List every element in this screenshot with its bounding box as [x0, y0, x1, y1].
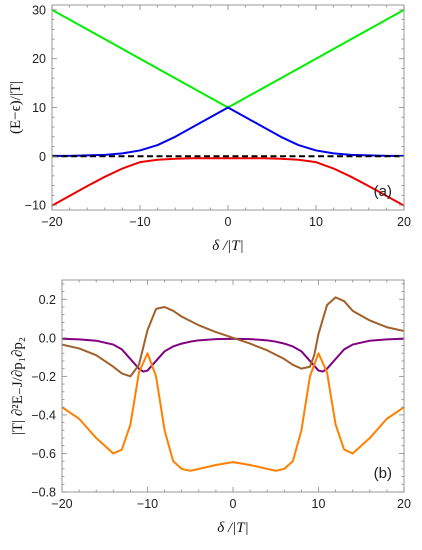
panel-label: (b): [374, 465, 392, 482]
x-tick-label: 10: [309, 215, 323, 229]
y-tick-label: 10: [32, 101, 46, 115]
panel-label: (a): [374, 183, 392, 200]
x-tick-label: 10: [312, 497, 326, 511]
y-tick-label: 0: [39, 150, 46, 164]
series-line-3: [52, 157, 404, 207]
series-line-2: [62, 352, 404, 472]
x-tick-label: 20: [397, 497, 411, 511]
x-tick-label: −10: [129, 215, 150, 229]
y-tick-label: −0.2: [31, 370, 56, 384]
y-tick-label: 0.2: [39, 293, 56, 307]
y-tick-label: 0.0: [39, 331, 56, 345]
x-axis-title: δ /|T|: [217, 520, 248, 536]
panel-a: −20 −10 0 10 20 −10 0 10 20 30 δ /|T| (E−ϵ)/|T| (a): [8, 3, 411, 254]
y-axis-title: |T| ∂²E₋J/∂p₁∂p₂: [10, 337, 26, 435]
series-line-1: [52, 9, 404, 109]
x-tick-label: 0: [225, 215, 232, 229]
x-tick-label: −10: [137, 497, 158, 511]
y-tick-label: −0.8: [31, 486, 56, 500]
y-axis-title: (E−ϵ)/|T|: [8, 81, 24, 134]
x-axis-title: δ /|T|: [212, 238, 243, 254]
y-tick-label: −0.4: [31, 408, 56, 422]
y-tick-label: −10: [25, 199, 46, 213]
series-line-3: [62, 296, 404, 378]
y-tick-label: −0.6: [31, 447, 56, 461]
x-tick-label: 20: [397, 215, 411, 229]
series-line-2: [52, 106, 404, 157]
x-tick-label: −20: [41, 215, 62, 229]
y-tick-label: 20: [32, 52, 46, 66]
x-tick-label: 0: [230, 497, 237, 511]
panel-b: −20 −10 0 10 20 −0.8 −0.6 −0.4 −0.2 0.0 0.2 δ /|T| |…: [10, 279, 411, 536]
x-tick-label: −20: [51, 497, 72, 511]
y-tick-label: 30: [32, 3, 46, 17]
